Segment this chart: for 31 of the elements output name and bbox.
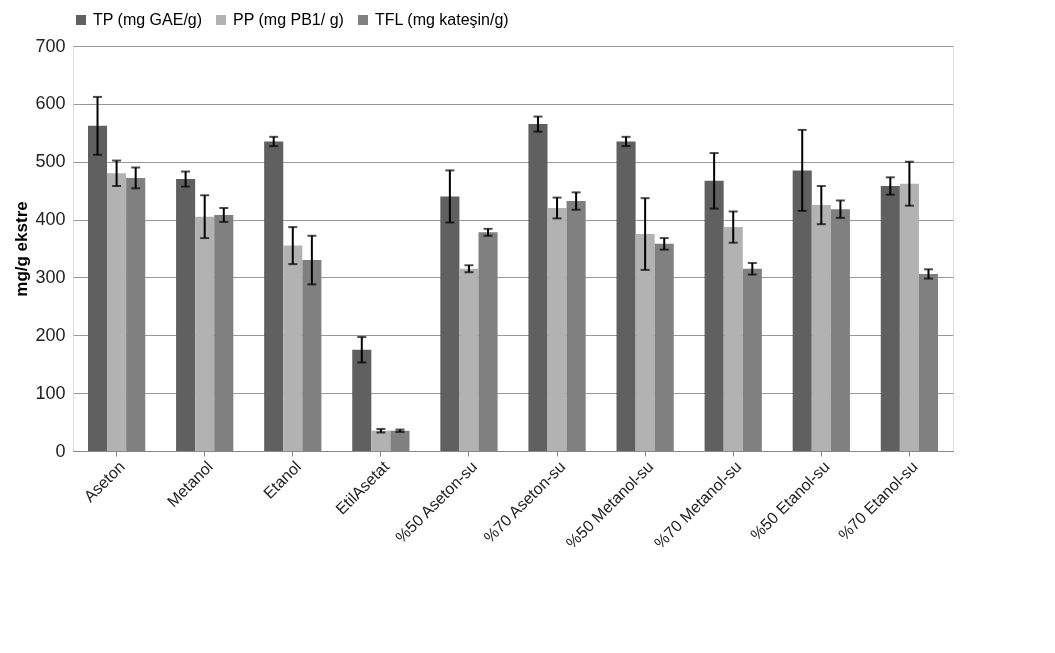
y-tick-label: 400 <box>35 209 66 230</box>
y-tick-label: 700 <box>35 35 66 56</box>
legend-label: PP (mg PB1/ g) <box>233 11 344 28</box>
y-tick-label: 600 <box>35 93 66 114</box>
bar <box>283 245 303 451</box>
legend-label: TP (mg GAE/g) <box>93 11 203 28</box>
bar <box>371 430 391 451</box>
bar <box>107 173 127 451</box>
bar <box>176 179 196 451</box>
bar <box>616 141 636 451</box>
bar <box>811 205 831 451</box>
bar <box>792 170 812 451</box>
bar <box>195 216 215 451</box>
bar <box>528 124 548 451</box>
y-tick-label: 200 <box>35 324 66 345</box>
y-tick-label: 300 <box>35 266 66 287</box>
y-tick-label: 100 <box>35 382 66 403</box>
bar <box>547 208 567 451</box>
bar <box>440 196 460 451</box>
bar <box>880 186 900 451</box>
y-tick-label: 0 <box>55 440 66 461</box>
bar <box>87 125 108 451</box>
bar <box>704 180 724 451</box>
bar <box>352 349 372 451</box>
bar <box>635 234 655 451</box>
y-axis-title: mg/g ekstre <box>12 201 32 297</box>
bar <box>899 183 919 451</box>
y-tick-label: 500 <box>35 151 66 172</box>
bar <box>264 141 284 451</box>
legend-label: TFL (mg kateşin/g) <box>375 11 509 28</box>
bar <box>723 227 743 451</box>
